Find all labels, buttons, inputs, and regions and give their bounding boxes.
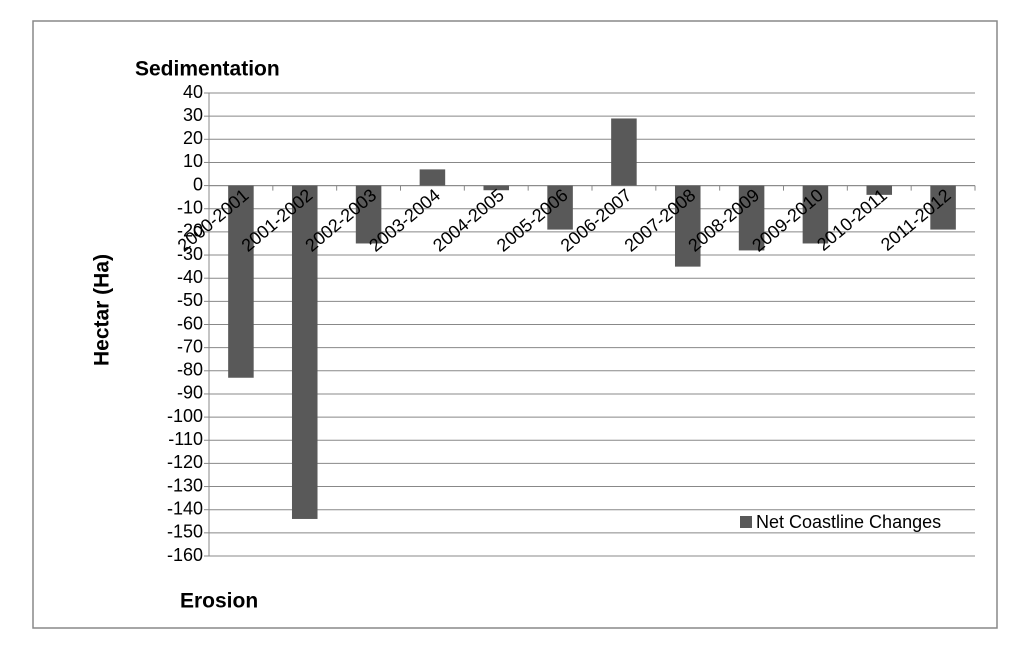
bar: [355, 185, 382, 244]
y-tick-label: 0: [193, 174, 203, 194]
y-tick-label: -80: [177, 360, 203, 380]
bar: [228, 185, 254, 378]
bar: [738, 185, 765, 251]
bar: [483, 185, 510, 191]
bar: [547, 185, 573, 230]
y-axis-label: Hectar (Ha): [91, 254, 114, 366]
y-tick-label: 40: [183, 82, 203, 102]
bar: [930, 185, 956, 230]
bar: [674, 185, 701, 267]
bar: [291, 185, 318, 519]
y-tick-label: -160: [167, 545, 203, 565]
y-tick-label: -40: [177, 267, 203, 287]
legend-label: Net Coastline Changes: [756, 512, 941, 532]
y-tick-label: -30: [177, 244, 203, 264]
legend-swatch: [740, 516, 752, 528]
bottom-label: Erosion: [180, 590, 258, 613]
y-tick-label: 20: [183, 128, 203, 148]
bar: [802, 185, 829, 244]
bar: [419, 169, 446, 186]
y-tick-label: -130: [167, 475, 203, 495]
y-tick-label: -150: [167, 522, 203, 542]
y-tick-label: 10: [183, 151, 203, 171]
y-tick-label: -140: [167, 498, 203, 518]
y-tick-label: -120: [167, 452, 203, 472]
y-tick-label: -10: [177, 198, 203, 218]
y-tick-label: 30: [183, 105, 203, 125]
y-tick-label: -90: [177, 383, 203, 403]
y-tick-label: -20: [177, 221, 203, 241]
bar: [866, 185, 893, 195]
chart-title: Sedimentation: [135, 58, 280, 81]
y-tick-label: -100: [167, 406, 203, 426]
y-tick-label: -50: [177, 290, 203, 310]
bar: [611, 118, 637, 186]
y-tick-label: -60: [177, 313, 203, 333]
y-tick-label: -110: [168, 429, 203, 449]
y-tick-label: -70: [177, 336, 203, 356]
